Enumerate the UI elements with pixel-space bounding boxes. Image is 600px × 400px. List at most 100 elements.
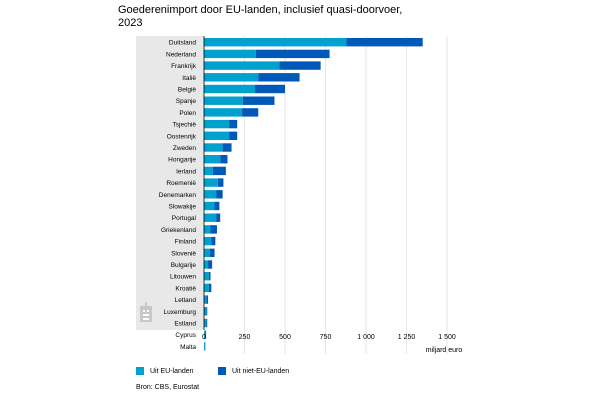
category-label: Hongarije bbox=[168, 157, 196, 164]
category-label: Malta bbox=[180, 344, 196, 351]
bar-eu bbox=[204, 295, 207, 304]
category-label: Portugal bbox=[172, 215, 197, 222]
category-label: Oostenrijk bbox=[167, 133, 197, 140]
category-label: Polen bbox=[179, 110, 196, 117]
x-tick-label: 750 bbox=[320, 334, 332, 341]
category-label: Ierland bbox=[176, 168, 196, 175]
x-tick-label: 1 500 bbox=[438, 334, 456, 341]
bar-eu bbox=[204, 155, 221, 164]
bar-eu bbox=[204, 190, 217, 199]
bar-eu bbox=[204, 272, 209, 281]
grid-lines bbox=[244, 36, 448, 354]
bar-eu bbox=[204, 248, 210, 257]
category-label: Denemarken bbox=[159, 192, 197, 199]
category-label: Spanje bbox=[176, 98, 197, 105]
bar-eu bbox=[204, 166, 213, 176]
category-label: Nederland bbox=[166, 51, 196, 58]
category-labels: Duitsland Nederland Frankrijk Italië België S… bbox=[159, 40, 197, 351]
legend-label-non-eu: Uit niet-EU-landen bbox=[232, 367, 290, 375]
category-label: Frankrijk bbox=[171, 63, 197, 70]
bar-non-eu bbox=[216, 213, 221, 222]
source-text: Bron: CBS, Eurostat bbox=[136, 384, 200, 391]
bar-eu bbox=[204, 84, 256, 94]
bar-eu bbox=[204, 38, 347, 47]
category-label-band bbox=[136, 36, 204, 330]
bar-eu bbox=[204, 236, 212, 246]
category-label: Bulgarije bbox=[171, 262, 197, 269]
category-label: Italië bbox=[182, 75, 196, 82]
legend-swatch-non-eu bbox=[218, 367, 226, 375]
bar-eu bbox=[204, 108, 243, 117]
bar-eu bbox=[204, 61, 280, 70]
bar-non-eu bbox=[255, 84, 285, 94]
bar-non-eu bbox=[258, 73, 300, 82]
bar-non-eu bbox=[208, 283, 212, 293]
bar-eu bbox=[204, 178, 218, 187]
bar-non-eu bbox=[279, 61, 321, 70]
bar-eu bbox=[204, 143, 223, 152]
category-label: Letland bbox=[175, 297, 197, 304]
category-label: Griekenland bbox=[161, 227, 196, 234]
bar-non-eu bbox=[210, 225, 217, 234]
category-label: Luxemburg bbox=[163, 309, 196, 316]
x-tick-label: 500 bbox=[279, 334, 291, 341]
x-tick-label: 0 bbox=[202, 334, 206, 341]
category-label: Tsjechië bbox=[173, 122, 197, 129]
bar-non-eu bbox=[205, 330, 207, 339]
bar-non-eu bbox=[206, 318, 208, 328]
bar-eu bbox=[204, 119, 230, 129]
x-tick-labels: 0 250 500 750 1 000 1 250 1 500 bbox=[202, 334, 456, 341]
bar-non-eu bbox=[229, 131, 238, 140]
x-tick-label: 1 250 bbox=[398, 334, 416, 341]
bar-non-eu bbox=[242, 108, 259, 117]
bar-eu bbox=[204, 318, 207, 328]
bar-non-eu bbox=[220, 155, 228, 164]
bar-eu bbox=[204, 342, 205, 351]
category-label: Slowakije bbox=[169, 204, 197, 211]
bar-non-eu bbox=[229, 119, 238, 129]
x-axis-label: miljard euro bbox=[426, 347, 463, 354]
category-label: Slovenië bbox=[171, 250, 196, 257]
legend-label-eu: Uit EU-landen bbox=[150, 367, 194, 375]
bar-eu bbox=[204, 283, 209, 293]
bar-non-eu bbox=[255, 49, 330, 59]
bar-non-eu bbox=[222, 143, 232, 152]
bar-non-eu bbox=[214, 201, 220, 211]
cbs-logo-icon bbox=[140, 302, 152, 322]
bar-non-eu bbox=[242, 96, 275, 105]
bar-non-eu bbox=[211, 236, 216, 246]
category-label: Finland bbox=[175, 239, 197, 246]
bar-non-eu bbox=[346, 38, 423, 47]
bar-non-eu bbox=[209, 248, 215, 257]
bar-non-eu bbox=[208, 260, 213, 269]
bar-non-eu bbox=[212, 166, 226, 176]
category-label: Cyprus bbox=[175, 332, 196, 339]
bar-eu bbox=[204, 49, 256, 59]
category-label: Litouwen bbox=[170, 274, 196, 281]
legend-item-eu: Uit EU-landen bbox=[136, 367, 194, 375]
bar-non-eu bbox=[208, 272, 211, 281]
chart-title: Goederenimport door EU-landen, inclusief… bbox=[118, 4, 403, 29]
bar-eu bbox=[204, 131, 230, 140]
bar-eu bbox=[204, 213, 217, 222]
bars-group bbox=[204, 38, 423, 351]
bar-non-eu bbox=[206, 295, 209, 304]
category-label: Estland bbox=[174, 321, 196, 328]
bar-eu bbox=[204, 307, 207, 316]
category-label: België bbox=[178, 87, 196, 94]
category-label: Zweden bbox=[173, 145, 197, 152]
bar-eu bbox=[204, 260, 209, 269]
bar-eu bbox=[204, 201, 215, 211]
legend-item-non-eu: Uit niet-EU-landen bbox=[218, 367, 289, 375]
category-label: Kroatië bbox=[175, 285, 196, 292]
bar-non-eu bbox=[216, 190, 223, 199]
bar-non-eu bbox=[217, 178, 224, 187]
bar-eu bbox=[204, 73, 259, 82]
legend-swatch-eu bbox=[136, 367, 144, 375]
bar-eu bbox=[204, 225, 211, 234]
bar-eu bbox=[204, 96, 243, 105]
x-tick-label: 250 bbox=[239, 334, 251, 341]
category-label: Duitsland bbox=[169, 40, 196, 47]
